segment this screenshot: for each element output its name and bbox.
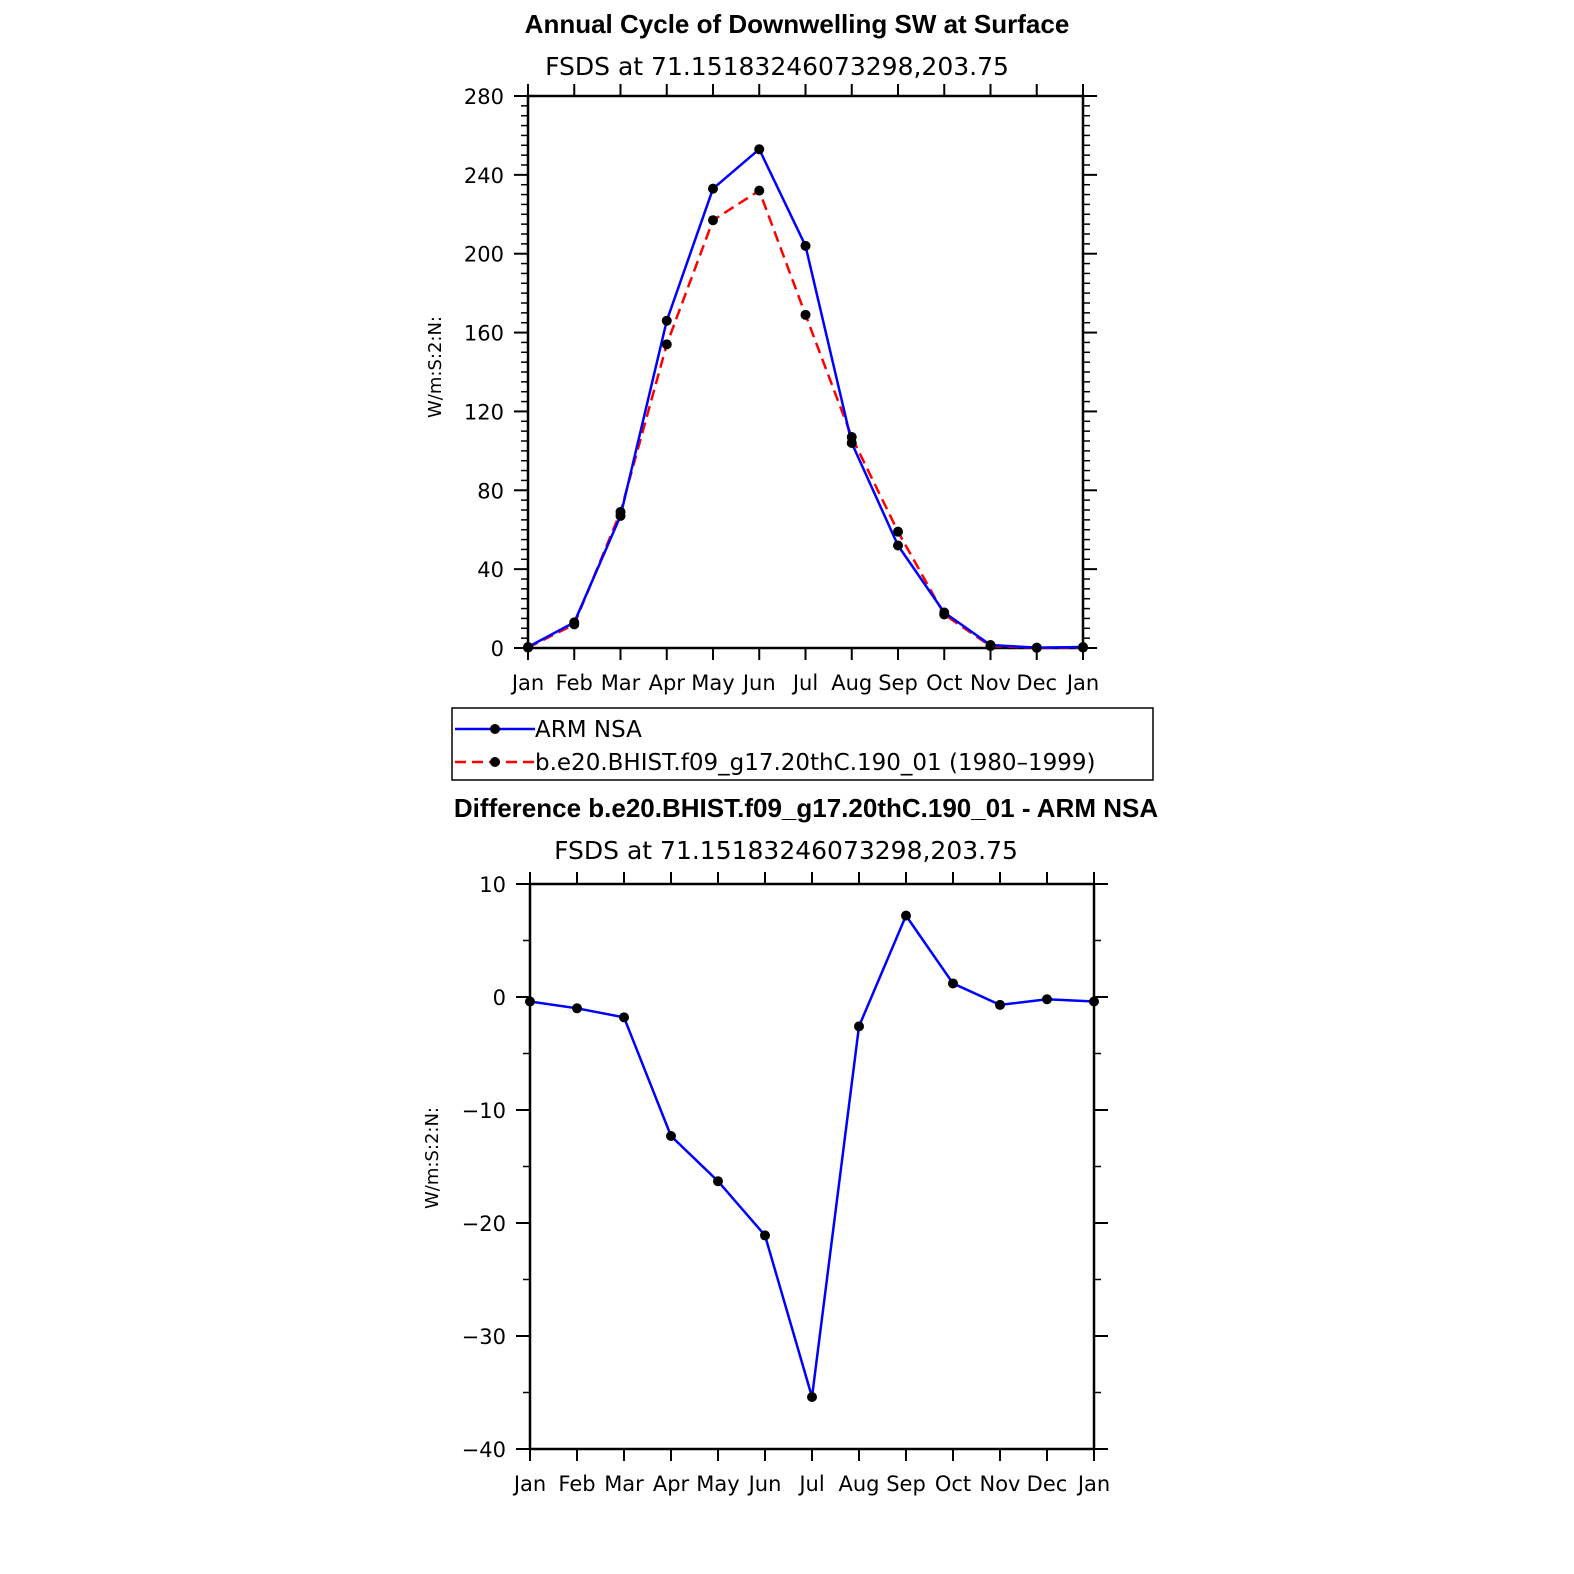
data-point-series-1	[985, 641, 996, 652]
legend-label-arm-nsa: ARM NSA	[535, 717, 642, 743]
data-point-series-1	[754, 185, 765, 196]
x-tick-label: Dec	[1016, 671, 1057, 695]
y-axis-label: W/m:S:2:N:	[425, 316, 446, 418]
x-tick-label: Dec	[1027, 1472, 1068, 1496]
x-tick-label: Aug	[838, 1472, 879, 1496]
plot-frame	[526, 94, 1085, 650]
data-point-series-0	[901, 910, 911, 921]
plot-frame	[528, 882, 1096, 1451]
series-line-1	[527, 189, 1084, 650]
y-tick-label: 0	[491, 637, 504, 661]
x-tick-label: Jan	[512, 1472, 546, 1496]
series-line-0	[527, 147, 1084, 649]
x-tick-label: Oct	[935, 1472, 971, 1496]
data-point-series-1	[523, 642, 533, 653]
y-axis-label: W/m:S:2:N:	[422, 1107, 443, 1209]
x-tick-label: Apr	[653, 1472, 690, 1496]
y-tick-label: 240	[464, 164, 504, 188]
x-tick-label: Jan	[510, 671, 544, 695]
data-point-series-1	[661, 339, 672, 350]
x-tick-label: Aug	[831, 671, 872, 695]
x-tick-label: Nov	[980, 1472, 1021, 1496]
y-tick-label: −40	[462, 1438, 506, 1462]
chart-subtitle: FSDS at 71.15183246073298,203.75	[554, 836, 1018, 865]
x-tick-label: Oct	[926, 671, 962, 695]
y-tick-label: 200	[464, 243, 504, 267]
data-point-series-0	[854, 1021, 864, 1032]
y-tick-label: −30	[462, 1325, 506, 1349]
data-point-series-0	[807, 1392, 817, 1403]
data-point-series-1	[800, 309, 811, 320]
plot-marks	[525, 910, 1099, 1403]
chart-title: Annual Cycle of Downwelling SW at Surfac…	[525, 9, 1070, 39]
y-tick-label: 10	[479, 873, 506, 897]
data-point-series-0	[708, 183, 718, 194]
x-tick-label: Nov	[970, 671, 1011, 695]
x-tick-label: Apr	[649, 671, 686, 695]
x-tick-label: Mar	[604, 1472, 644, 1496]
axes: Jan Feb Mar Apr May Jun Jul Aug Sep Oct Nov Dec Jan0…	[464, 84, 1099, 695]
data-point-series-0	[619, 1012, 629, 1023]
data-point-series-1	[615, 506, 626, 517]
legend-item-model: b.e20.BHIST.f09_g17.20thC.190_01 (1980–1…	[455, 750, 1096, 776]
data-point-series-0	[666, 1130, 676, 1141]
legend-box	[451, 707, 1154, 781]
x-tick-label: Jul	[797, 1472, 824, 1496]
y-tick-label: 40	[477, 558, 504, 582]
x-tick-label: Sep	[878, 671, 918, 695]
x-tick-label: Jan	[1065, 671, 1099, 695]
y-tick-label: −10	[462, 1099, 506, 1123]
data-point-series-0	[948, 978, 958, 989]
annual-cycle-chart: Annual Cycle of Downwelling SW at Surfac…	[425, 9, 1099, 695]
x-tick-label: May	[696, 1472, 739, 1496]
y-tick-label: 120	[464, 400, 504, 424]
y-tick-label: −20	[462, 1212, 506, 1236]
data-point-series-0	[525, 996, 535, 1007]
data-point-series-0	[995, 999, 1005, 1010]
data-point-series-0	[572, 1003, 582, 1014]
data-point-series-1	[939, 609, 950, 620]
x-tick-label: Jul	[791, 671, 818, 695]
x-tick-label: Jun	[741, 671, 776, 695]
x-tick-label: Feb	[558, 1472, 595, 1496]
data-point-series-0	[760, 1230, 770, 1241]
y-tick-label: 0	[493, 986, 506, 1010]
data-point-series-0	[800, 240, 811, 251]
data-point-series-1	[893, 526, 903, 537]
data-point-series-0	[661, 315, 672, 326]
data-point-series-0	[754, 144, 765, 155]
data-point-series-0	[713, 1176, 723, 1187]
data-point-series-0	[893, 540, 903, 551]
data-point-series-1	[569, 619, 580, 630]
data-point-series-0	[1089, 996, 1099, 1007]
chart-title: Difference b.e20.BHIST.f09_g17.20thC.190…	[454, 793, 1158, 823]
series-line-0	[529, 914, 1095, 1399]
x-tick-label: Sep	[886, 1472, 926, 1496]
difference-chart: Difference b.e20.BHIST.f09_g17.20thC.190…	[422, 793, 1158, 1496]
plot-marks	[523, 144, 1088, 653]
x-tick-label: Jan	[1076, 1472, 1110, 1496]
legend-label-model: b.e20.BHIST.f09_g17.20thC.190_01 (1980–1…	[535, 750, 1096, 776]
axes: Jan Feb Mar Apr May Jun Jul Aug Sep Oct Nov Dec Jan−…	[462, 872, 1110, 1496]
y-tick-label: 80	[477, 479, 504, 503]
data-point-series-1	[1031, 642, 1042, 653]
data-point-series-1	[846, 432, 857, 443]
data-point-series-1	[708, 215, 718, 226]
x-tick-label: Jun	[747, 1472, 782, 1496]
legend-item-arm-nsa: ARM NSA	[455, 717, 642, 743]
data-point-series-1	[1078, 642, 1088, 653]
y-tick-label: 280	[464, 85, 504, 109]
x-tick-label: Feb	[556, 671, 593, 695]
chart-subtitle: FSDS at 71.15183246073298,203.75	[545, 52, 1009, 81]
legend: ARM NSA b.e20.BHIST.f09_g17.20thC.190_01…	[451, 707, 1154, 781]
y-tick-label: 160	[464, 322, 504, 346]
data-point-series-0	[1042, 994, 1052, 1005]
x-tick-label: Mar	[601, 671, 641, 695]
legend-marker-model	[490, 757, 500, 767]
legend-marker-arm-nsa	[490, 724, 500, 734]
x-tick-label: May	[691, 671, 734, 695]
